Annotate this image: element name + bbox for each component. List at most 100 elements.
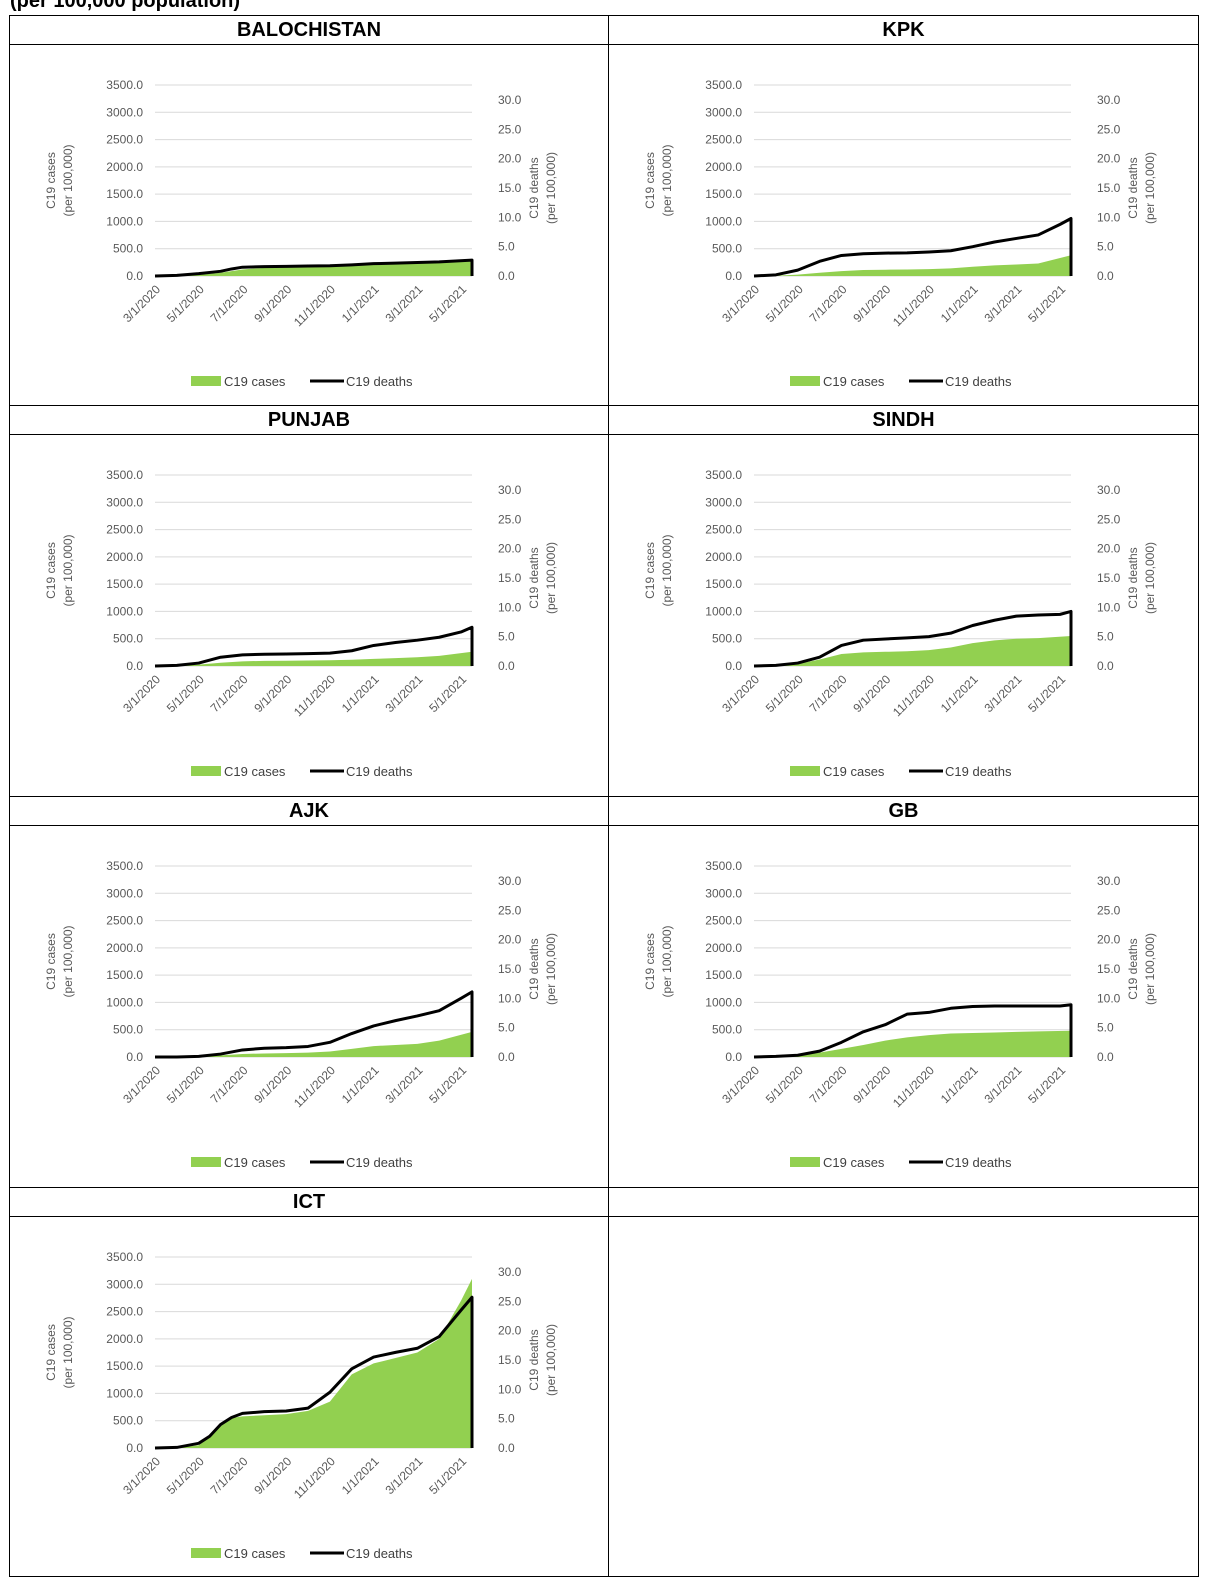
y-right-tick-label: 5.0 [498, 1412, 515, 1426]
legend-swatch-cases [790, 376, 820, 386]
cases-area [155, 1278, 472, 1448]
x-tick-label: 3/1/2020 [120, 672, 163, 715]
x-tick-label: 3/1/2020 [719, 672, 762, 715]
legend-label-cases: C19 cases [823, 764, 885, 779]
y-left-tick-label: 0.0 [126, 1441, 143, 1455]
empty-panel [609, 1188, 1199, 1577]
x-tick-label: 5/1/2021 [1025, 1063, 1068, 1106]
chart-svg-balochistan: 0.0 500.0 1000.0 1500.0 2000.0 2500.0 3000.0 35… [44, 78, 558, 389]
y-right-axis-title: C19 deaths [1126, 157, 1140, 218]
y-right-tick-label: 10.0 [498, 991, 522, 1005]
y-left-axis-title: C19 cases [643, 542, 657, 599]
x-tick-label: 3/1/2020 [719, 282, 762, 325]
y-left-axis-title: (per 100,000) [61, 925, 75, 997]
x-tick-label: 11/1/2020 [890, 1063, 937, 1110]
chart-svg-ict: 0.0 500.0 1000.0 1500.0 2000.0 2500.0 3000.0 35… [44, 1250, 558, 1561]
y-right-tick-label: 30.0 [1097, 93, 1121, 107]
x-tick-label: 5/1/2020 [763, 282, 806, 325]
x-tick-label: 9/1/2020 [251, 1454, 294, 1497]
y-left-axis-title: (per 100,000) [660, 534, 674, 606]
y-right-tick-label: 30.0 [498, 1265, 522, 1279]
legend-label-cases: C19 cases [823, 1155, 885, 1170]
y-right-tick-label: 20.0 [1097, 542, 1121, 556]
y-left-tick-label: 3500.0 [705, 859, 742, 873]
y-left-tick-label: 1000.0 [106, 1386, 143, 1400]
y-left-tick-label: 2500.0 [106, 914, 143, 928]
y-right-tick-label: 10.0 [498, 600, 522, 614]
chart-panel-sindh: SINDH 0.0 500.0 1000.0 1500.0 2000.0 2500.0 30… [609, 406, 1199, 797]
x-tick-label: 3/1/2021 [383, 1063, 426, 1106]
y-right-axis-title: C19 deaths [527, 938, 541, 999]
y-right-tick-label: 25.0 [1097, 512, 1121, 526]
y-right-tick-label: 0.0 [498, 269, 515, 283]
y-left-tick-label: 3500.0 [106, 468, 143, 482]
y-right-axis-title: C19 deaths [527, 1329, 541, 1390]
x-tick-label: 1/1/2021 [339, 672, 382, 715]
x-tick-label: 9/1/2020 [850, 1063, 893, 1106]
x-tick-label: 5/1/2020 [164, 282, 207, 325]
y-left-tick-label: 500.0 [712, 242, 742, 256]
y-left-axis-title: C19 cases [643, 933, 657, 990]
cases-area [155, 1031, 472, 1057]
y-left-tick-label: 3000.0 [705, 495, 742, 509]
y-right-tick-label: 5.0 [498, 630, 515, 644]
y-left-tick-label: 2000.0 [705, 160, 742, 174]
y-left-tick-label: 3000.0 [106, 495, 143, 509]
y-right-tick-label: 0.0 [1097, 659, 1114, 673]
y-left-tick-label: 3500.0 [106, 78, 143, 92]
y-left-tick-label: 3500.0 [106, 1250, 143, 1264]
legend-label-deaths: C19 deaths [346, 1155, 413, 1170]
legend-label-deaths: C19 deaths [945, 1155, 1012, 1170]
chart-panel-title: KPK [609, 16, 1198, 45]
y-left-tick-label: 1000.0 [705, 604, 742, 618]
x-tick-label: 5/1/2021 [1025, 282, 1068, 325]
x-tick-label: 3/1/2020 [120, 1063, 163, 1106]
x-tick-label: 5/1/2021 [1025, 672, 1068, 715]
x-tick-label: 9/1/2020 [850, 282, 893, 325]
y-left-tick-label: 0.0 [126, 659, 143, 673]
y-left-tick-label: 2000.0 [106, 550, 143, 564]
legend-swatch-cases [191, 1548, 221, 1558]
y-right-tick-label: 30.0 [1097, 483, 1121, 497]
y-right-tick-label: 25.0 [498, 122, 522, 136]
x-tick-label: 7/1/2020 [208, 1063, 251, 1106]
y-left-tick-label: 3500.0 [705, 468, 742, 482]
y-left-tick-label: 1500.0 [705, 187, 742, 201]
x-tick-label: 5/1/2020 [164, 1454, 207, 1497]
x-tick-label: 11/1/2020 [291, 1063, 338, 1110]
x-tick-label: 9/1/2020 [251, 282, 294, 325]
cases-area [155, 651, 472, 666]
y-left-tick-label: 1500.0 [106, 577, 143, 591]
legend-label-deaths: C19 deaths [346, 374, 413, 389]
cases-area [754, 635, 1071, 666]
y-right-tick-label: 25.0 [1097, 903, 1121, 917]
x-tick-label: 3/1/2021 [982, 1063, 1025, 1106]
y-right-tick-label: 15.0 [498, 962, 522, 976]
chart-svg-ajk: 0.0 500.0 1000.0 1500.0 2000.0 2500.0 3000.0 35… [44, 859, 558, 1170]
y-left-tick-label: 1000.0 [106, 214, 143, 228]
y-left-tick-label: 1500.0 [106, 187, 143, 201]
chart-panel-title: SINDH [609, 406, 1198, 435]
chart-svg-gb: 0.0 500.0 1000.0 1500.0 2000.0 2500.0 3000.0 35… [643, 859, 1157, 1170]
y-left-tick-label: 500.0 [712, 1023, 742, 1037]
y-left-tick-label: 1500.0 [106, 968, 143, 982]
x-tick-label: 11/1/2020 [291, 672, 338, 719]
y-left-tick-label: 3500.0 [705, 78, 742, 92]
y-left-tick-label: 2000.0 [106, 1332, 143, 1346]
x-tick-label: 7/1/2020 [807, 672, 850, 715]
y-right-tick-label: 20.0 [498, 1324, 522, 1338]
y-left-tick-label: 3000.0 [705, 105, 742, 119]
x-tick-label: 7/1/2020 [208, 1454, 251, 1497]
legend-label-cases: C19 cases [823, 374, 885, 389]
y-right-tick-label: 15.0 [498, 181, 522, 195]
x-tick-label: 1/1/2021 [938, 672, 981, 715]
y-right-tick-label: 5.0 [1097, 630, 1114, 644]
x-tick-label: 11/1/2020 [890, 282, 937, 329]
x-tick-label: 5/1/2021 [426, 672, 469, 715]
x-tick-label: 3/1/2021 [982, 672, 1025, 715]
legend-label-deaths: C19 deaths [346, 1546, 413, 1561]
y-left-axis-title: (per 100,000) [61, 144, 75, 216]
y-right-tick-label: 20.0 [498, 542, 522, 556]
y-right-tick-label: 20.0 [498, 933, 522, 947]
y-left-tick-label: 1500.0 [705, 577, 742, 591]
